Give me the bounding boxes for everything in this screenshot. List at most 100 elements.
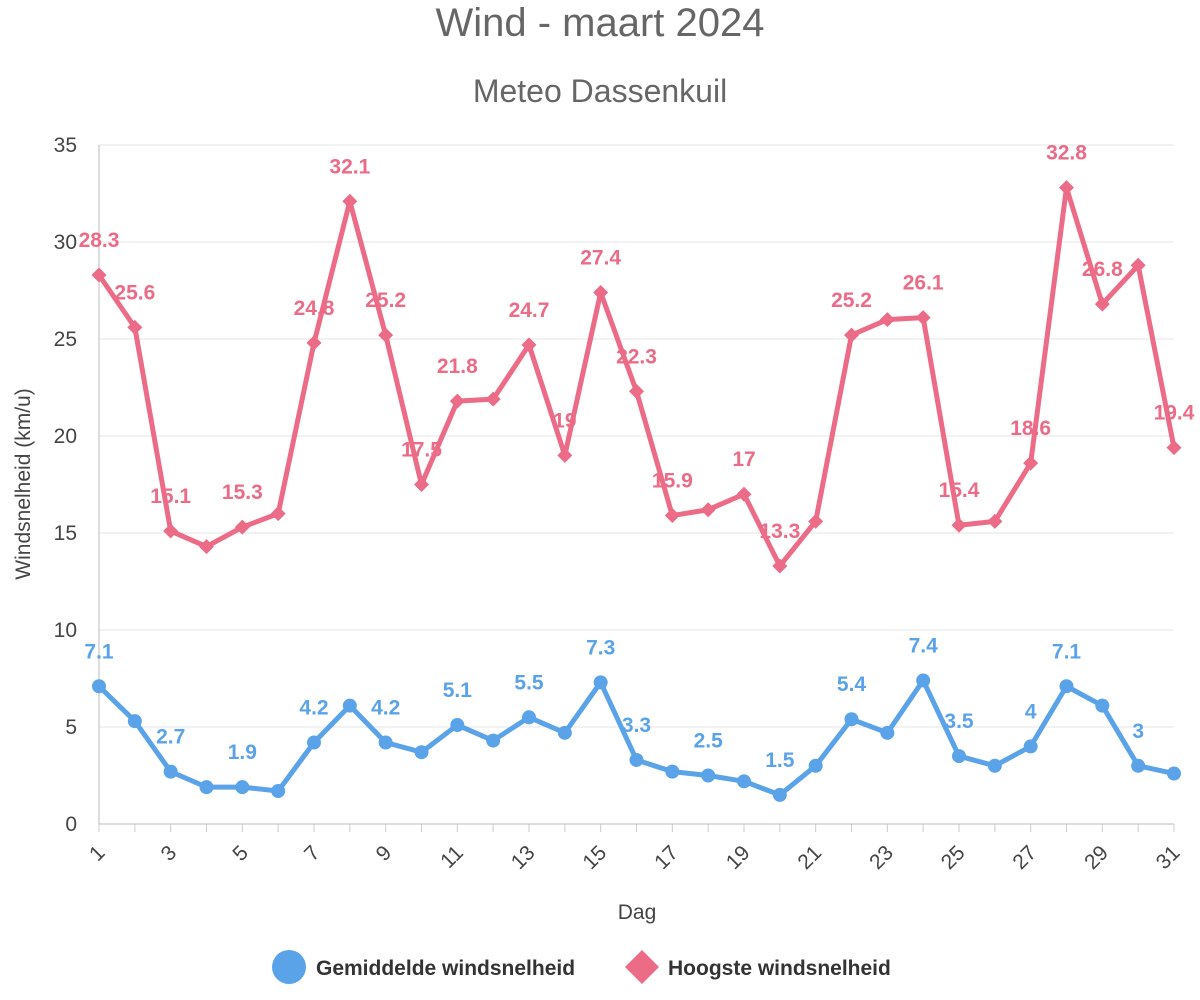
data-point[interactable] [736, 486, 752, 502]
data-point[interactable] [808, 758, 823, 773]
data-point[interactable] [593, 675, 608, 690]
data-label: 1.5 [765, 749, 795, 772]
data-point[interactable] [987, 513, 1003, 529]
data-label: 4.2 [371, 697, 400, 720]
data-point[interactable] [772, 558, 788, 574]
y-axis-title: Windsnelheid (km/u) [12, 388, 35, 579]
data-point[interactable] [915, 310, 931, 326]
legend-item-hoogste[interactable]: Hoogste windsnelheid [625, 950, 891, 984]
data-point[interactable] [700, 502, 716, 518]
data-point[interactable] [127, 319, 143, 335]
x-tick-label: 5 [228, 841, 253, 866]
x-tick-label: 15 [578, 841, 611, 874]
data-label: 2.5 [694, 730, 724, 753]
data-point[interactable] [199, 539, 214, 555]
data-point[interactable] [1130, 257, 1146, 273]
data-point[interactable] [664, 508, 680, 524]
legend-label-hoogste: Hoogste windsnelheid [668, 957, 891, 980]
y-tick-label: 15 [54, 522, 77, 545]
data-point[interactable] [342, 193, 358, 209]
data-point[interactable] [951, 517, 967, 533]
data-point[interactable] [92, 679, 106, 694]
data-label: 25.2 [831, 289, 872, 312]
data-point[interactable] [844, 327, 859, 343]
data-point[interactable] [1166, 440, 1182, 456]
data-point[interactable] [1095, 698, 1110, 713]
data-point[interactable] [450, 718, 465, 733]
data-point[interactable] [521, 337, 537, 353]
y-tick-label: 30 [54, 231, 77, 254]
data-point[interactable] [1094, 296, 1110, 312]
y-tick-label: 0 [65, 813, 77, 836]
data-label: 24.8 [294, 297, 335, 320]
x-tick-label: 3 [157, 841, 182, 866]
data-label: 5.5 [514, 671, 544, 694]
data-label: 19.4 [1154, 402, 1195, 425]
data-label: 5.1 [443, 679, 473, 702]
data-point[interactable] [306, 335, 322, 351]
data-label: 26.1 [903, 272, 944, 295]
data-point[interactable] [808, 513, 824, 529]
data-point[interactable] [557, 725, 572, 740]
x-tick-label: 31 [1152, 841, 1185, 874]
data-point[interactable] [378, 327, 394, 343]
data-point[interactable] [91, 267, 107, 283]
data-point[interactable] [737, 774, 751, 789]
data-point[interactable] [916, 673, 931, 688]
data-point[interactable] [486, 733, 501, 748]
data-point[interactable] [163, 523, 179, 539]
data-label: 7.4 [909, 634, 939, 657]
legend-item-gemiddelde[interactable]: Gemiddelde windsnelheid [272, 950, 575, 984]
data-point[interactable] [414, 745, 429, 760]
data-point[interactable] [199, 780, 214, 795]
data-point[interactable] [880, 725, 895, 740]
data-point[interactable] [772, 787, 787, 802]
data-point[interactable] [234, 519, 250, 535]
data-label: 5.4 [837, 673, 867, 696]
chart-subtitle: Meteo Dassenkuil [473, 73, 727, 109]
data-point[interactable] [844, 712, 859, 727]
y-tick-label: 20 [54, 425, 77, 448]
data-point[interactable] [235, 780, 250, 795]
data-point[interactable] [629, 752, 644, 767]
data-point[interactable] [665, 764, 680, 779]
data-point[interactable] [163, 764, 178, 779]
data-point[interactable] [593, 284, 609, 300]
data-point[interactable] [1059, 679, 1074, 694]
data-point[interactable] [485, 391, 501, 407]
data-point[interactable] [270, 506, 286, 522]
data-point[interactable] [414, 477, 429, 492]
legend-marker-circle [272, 950, 306, 984]
data-label: 7.1 [84, 640, 114, 663]
data-point[interactable] [1023, 455, 1039, 471]
data-label: 1.9 [228, 741, 257, 764]
data-label: 3.5 [944, 710, 974, 733]
data-point[interactable] [449, 393, 465, 409]
data-point[interactable] [271, 784, 286, 799]
data-label: 27.4 [580, 246, 621, 269]
data-point[interactable] [629, 383, 644, 399]
data-point[interactable] [378, 735, 393, 750]
data-label: 22.3 [616, 345, 657, 368]
data-point[interactable] [342, 698, 357, 713]
data-label: 15.1 [150, 485, 191, 508]
x-tick-label: 25 [937, 841, 970, 874]
data-point[interactable] [522, 710, 536, 725]
data-label: 32.1 [329, 155, 370, 178]
legend-label-gemiddelde: Gemiddelde windsnelheid [316, 957, 575, 980]
data-point[interactable] [127, 714, 142, 729]
legend: Gemiddelde windsnelheid Hoogste windsnel… [272, 950, 891, 984]
data-point[interactable] [701, 768, 716, 783]
data-point[interactable] [987, 758, 1002, 773]
x-axis-title: Dag [618, 901, 657, 924]
data-point[interactable] [952, 749, 966, 764]
data-point[interactable] [1023, 739, 1038, 754]
data-point[interactable] [1167, 766, 1181, 781]
data-point[interactable] [307, 735, 321, 750]
data-point[interactable] [557, 447, 573, 463]
data-point[interactable] [879, 312, 895, 328]
data-point[interactable] [1131, 758, 1146, 773]
gridlines [99, 144, 1174, 728]
data-point[interactable] [1059, 180, 1074, 196]
